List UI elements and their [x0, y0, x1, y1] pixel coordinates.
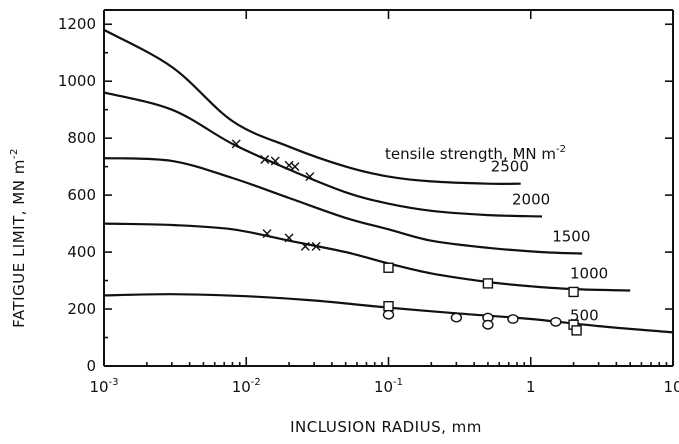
x-tick-label: 10-1: [374, 377, 403, 396]
x-tick-label: 10-2: [232, 377, 261, 396]
square-marker: [571, 325, 582, 336]
axes: [103, 9, 674, 367]
y-tick-label: 800: [67, 129, 96, 147]
x-marker: [231, 139, 241, 149]
x-tick-label: 1: [526, 378, 536, 396]
circle-marker: [450, 312, 463, 323]
circle-marker: [550, 316, 562, 327]
series-label-2500: 2500: [491, 158, 529, 176]
x-marker: [311, 241, 321, 251]
y-tick-label: 1200: [58, 15, 96, 33]
y-tick-label: 0: [86, 357, 96, 375]
square-marker: [482, 278, 494, 289]
x-marker: [270, 156, 280, 166]
square-marker: [568, 286, 579, 298]
x-marker: [305, 172, 315, 182]
curves: [103, 28, 674, 334]
y-axis-title: FATIGUE LIMIT, MN m-2: [9, 148, 28, 328]
x-axis-title: INCLUSION RADIUS, mm: [290, 418, 482, 436]
y-tick-label: 200: [67, 300, 96, 318]
series-curve-2000: [103, 91, 543, 218]
x-marker: [284, 233, 294, 243]
legend-title: tensile strength, MN m-2: [385, 144, 566, 163]
x-marker: [262, 229, 272, 239]
series-label-1000: 1000: [570, 265, 608, 283]
square-marker: [383, 300, 394, 312]
x-marker: [260, 155, 270, 165]
x-marker: [290, 162, 300, 172]
square-marker: [383, 262, 394, 273]
series-curve-2500: [103, 28, 521, 185]
y-tick-label: 400: [67, 243, 96, 261]
series-label-500: 500: [570, 306, 599, 324]
x-marker: [300, 241, 310, 251]
circle-marker: [507, 314, 519, 324]
y-tick-label: 600: [67, 186, 96, 204]
labels: 0 200 400 600 800 1000 1200 10-3 10-2 10-1 1 10 2500…: [58, 15, 679, 396]
series-label-2000: 2000: [512, 190, 550, 208]
x-marker: [284, 160, 294, 170]
series-curve-1500: [103, 157, 583, 255]
x-tick-label: 10: [663, 378, 679, 396]
circle-marker: [482, 319, 494, 330]
circle-marker: [382, 309, 395, 320]
x-tick-label: 10-3: [89, 377, 118, 396]
series-label-1500: 1500: [552, 228, 590, 246]
y-tick-label: 1000: [58, 72, 96, 90]
markers: [231, 139, 582, 336]
